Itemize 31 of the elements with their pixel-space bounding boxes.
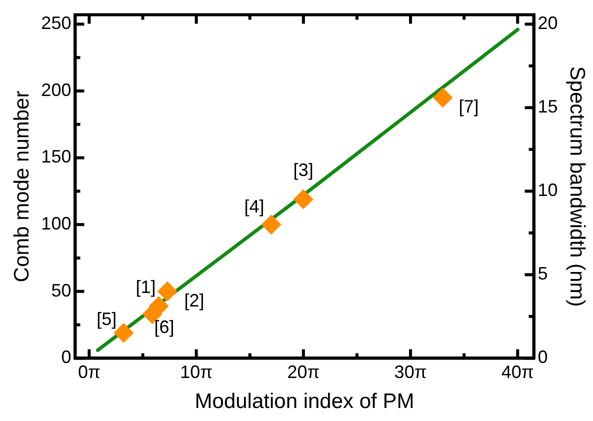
y2-tick-label: 0 [538,347,548,368]
x-tick-label: 20π [287,362,320,382]
x-tick-label: 10π [180,362,213,382]
y-tick-label: 250 [41,13,72,34]
annotation: [6] [154,317,174,338]
y-axis-title: Comb mode number [10,90,34,282]
y-tick-label: 150 [41,146,72,167]
point [157,281,178,302]
x-tick-label: 30π [394,362,427,382]
y-tick-label: 200 [41,80,72,100]
x-tick-label: 0π [78,362,100,382]
annotation: [3] [293,160,314,180]
annotation: [1] [136,277,156,298]
annotation: [5] [96,308,117,329]
y2-tick-label: 15 [538,96,558,117]
y2-tick-label: 10 [538,180,558,200]
y2-axis-title: Spectrum bandwidth (nm) [566,66,589,307]
point [293,189,314,210]
y-tick-label: 50 [51,280,72,300]
annotation: [2] [184,290,204,310]
point [261,214,282,235]
point [432,88,453,108]
annotation: [7] [458,96,479,117]
x-axis-title: Modulation index of PM [194,390,414,414]
y2-tick-label: 5 [538,264,548,284]
point [114,322,134,343]
y-tick-label: 100 [41,214,72,234]
y2-tick-label: 20 [538,13,558,34]
y-tick-label: 0 [61,347,72,368]
annotation: [4] [244,196,264,217]
x-tick-label: 40π [501,362,534,382]
